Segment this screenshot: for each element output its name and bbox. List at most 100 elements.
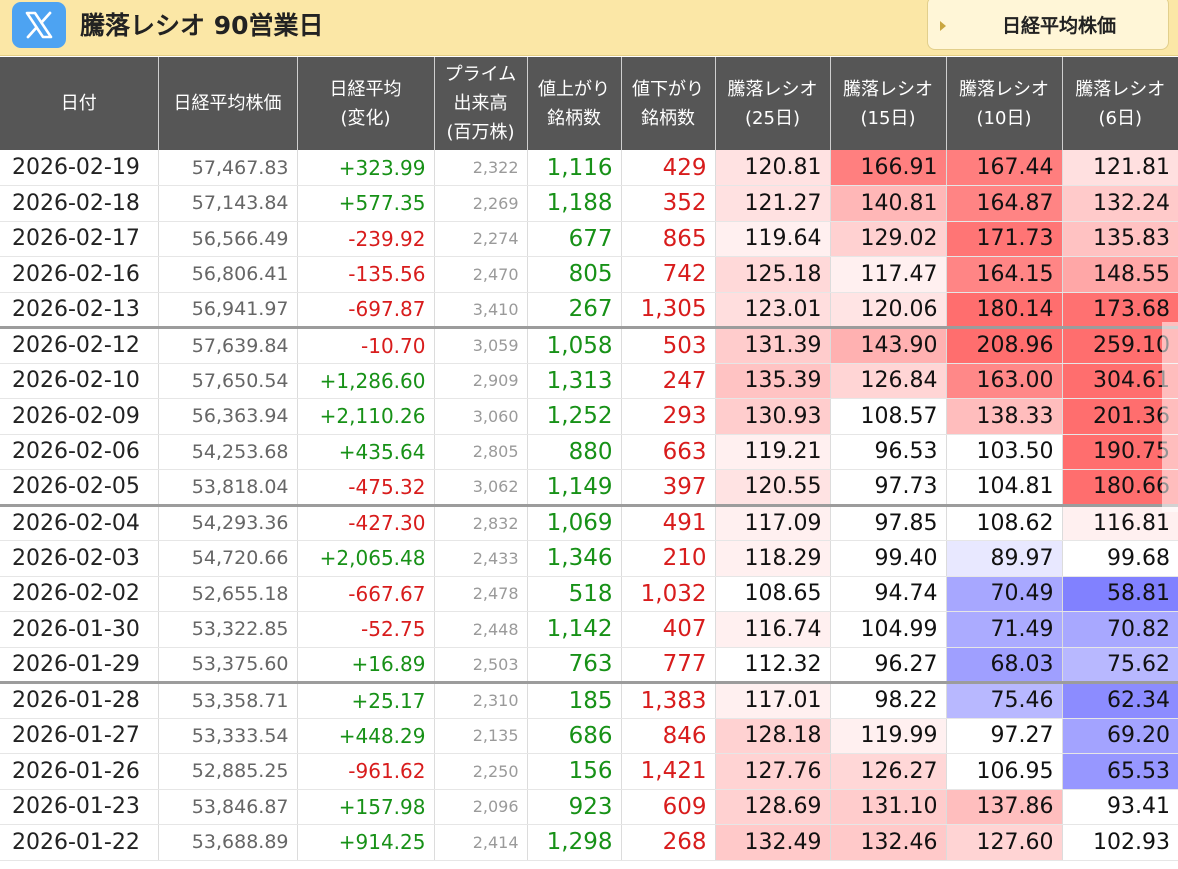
column-header-label: プライム bbox=[444, 64, 517, 85]
column-header-nikkei[interactable]: 日経平均株価 bbox=[158, 57, 298, 150]
declines-cell: 407 bbox=[621, 611, 716, 648]
declines-cell: 777 bbox=[621, 647, 716, 684]
table-row: 2026-02-06 54,253.68 +435.64 2,805 880 663 119… bbox=[0, 434, 1178, 470]
volume-cell: 2,832 bbox=[434, 505, 528, 541]
declines-cell: 491 bbox=[621, 505, 716, 541]
ratio-10-cell: 103.50 bbox=[946, 434, 1063, 470]
column-header-advances[interactable]: 値上がり 銘柄数 bbox=[527, 57, 622, 150]
volume-cell: 2,448 bbox=[434, 611, 528, 648]
x-share-button[interactable] bbox=[12, 2, 66, 48]
volume-cell: 2,322 bbox=[434, 150, 528, 186]
date-cell: 2026-02-16 bbox=[0, 256, 159, 293]
advances-cell: 763 bbox=[527, 647, 622, 684]
ratio-15-cell: 108.57 bbox=[830, 398, 947, 435]
column-header-label: 値下がり bbox=[632, 78, 704, 100]
column-header-date[interactable]: 日付 bbox=[0, 57, 159, 150]
volume-cell: 2,503 bbox=[434, 647, 528, 684]
column-header-ratio-15[interactable]: 騰落レシオ (15日) bbox=[830, 57, 947, 150]
ratio-6-cell: 102.93 bbox=[1062, 824, 1178, 861]
table-header-row: 日付 日経平均株価 日経平均 (変化) プライム 出来高 (百万株) 値上がり … bbox=[0, 57, 1178, 150]
date-cell: 2026-02-03 bbox=[0, 540, 159, 577]
nikkei-average-button[interactable]: 日経平均株価 bbox=[927, 0, 1169, 50]
table-row: 2026-02-09 56,363.94 +2,110.26 3,060 1,252 29… bbox=[0, 398, 1178, 435]
advances-cell: 805 bbox=[527, 256, 622, 293]
ratio-6-cell: 116.81 bbox=[1062, 505, 1178, 541]
ratio-25-cell: 117.01 bbox=[715, 682, 831, 719]
advances-cell: 267 bbox=[527, 292, 622, 329]
x-logo-icon bbox=[25, 11, 53, 39]
ratio-6-cell: 99.68 bbox=[1062, 540, 1178, 577]
declines-cell: 846 bbox=[621, 718, 716, 754]
column-header-ratio-6[interactable]: 騰落レシオ (6日) bbox=[1062, 57, 1178, 150]
volume-cell: 3,062 bbox=[434, 469, 528, 507]
nikkei-cell: 52,885.25 bbox=[158, 753, 298, 790]
change-cell: +2,065.48 bbox=[297, 540, 435, 577]
ratio-10-cell: 164.87 bbox=[946, 185, 1063, 222]
ratio-15-cell: 126.27 bbox=[830, 753, 947, 790]
ratio-15-cell: 96.53 bbox=[830, 434, 947, 470]
volume-cell: 3,410 bbox=[434, 292, 528, 329]
ratio-6-cell: 201.36 bbox=[1062, 398, 1178, 435]
column-header-volume[interactable]: プライム 出来高 (百万株) bbox=[434, 57, 528, 150]
ratio-6-cell: 180.66 bbox=[1062, 469, 1178, 507]
column-header-declines[interactable]: 値下がり 銘柄数 bbox=[621, 57, 716, 150]
volume-cell: 2,478 bbox=[434, 576, 528, 612]
change-cell: +323.99 bbox=[297, 150, 435, 186]
column-header-label: 騰落レシオ bbox=[1075, 78, 1166, 100]
column-header-sublabel: (変化) bbox=[340, 107, 391, 129]
column-header-ratio-10[interactable]: 騰落レシオ (10日) bbox=[946, 57, 1063, 150]
table-row: 2026-02-02 52,655.18 -667.67 2,478 518 1,032 1… bbox=[0, 576, 1178, 612]
advances-cell: 1,058 bbox=[527, 327, 622, 364]
column-header-label: 日経平均 bbox=[329, 78, 402, 100]
date-cell: 2026-02-12 bbox=[0, 327, 159, 364]
date-cell: 2026-01-27 bbox=[0, 718, 159, 754]
date-cell: 2026-01-29 bbox=[0, 647, 159, 684]
ratio-25-cell: 118.29 bbox=[715, 540, 831, 577]
top-bar: 騰落レシオ 90営業日 日経平均株価 bbox=[0, 0, 1178, 56]
ratio-10-cell: 180.14 bbox=[946, 292, 1063, 329]
nikkei-cell: 52,655.18 bbox=[158, 576, 298, 612]
arrow-right-icon bbox=[940, 21, 946, 31]
declines-cell: 352 bbox=[621, 185, 716, 222]
ratio-10-cell: 127.60 bbox=[946, 824, 1063, 861]
column-header-label: 騰落レシオ bbox=[959, 78, 1049, 100]
nikkei-cell: 53,846.87 bbox=[158, 789, 298, 825]
table-row: 2026-02-18 57,143.84 +577.35 2,269 1,188 352 1… bbox=[0, 185, 1178, 222]
nikkei-cell: 56,806.41 bbox=[158, 256, 298, 293]
table-row: 2026-01-30 53,322.85 -52.75 2,448 1,142 407 11… bbox=[0, 611, 1178, 648]
ratio-15-cell: 140.81 bbox=[830, 185, 947, 222]
table-row: 2026-02-13 56,941.97 -697.87 3,410 267 1,305 1… bbox=[0, 292, 1178, 329]
advances-cell: 185 bbox=[527, 682, 622, 719]
column-header-ratio-25[interactable]: 騰落レシオ (25日) bbox=[715, 57, 831, 150]
advances-cell: 518 bbox=[527, 576, 622, 612]
ratio-15-cell: 117.47 bbox=[830, 256, 947, 293]
page-title: 騰落レシオ 90営業日 bbox=[80, 11, 324, 40]
declines-cell: 1,032 bbox=[621, 576, 716, 612]
nikkei-cell: 53,818.04 bbox=[158, 469, 298, 507]
column-header-change[interactable]: 日経平均 (変化) bbox=[297, 57, 435, 150]
scroll-indicator[interactable] bbox=[1162, 322, 1178, 512]
ratio-15-cell: 119.99 bbox=[830, 718, 947, 754]
date-cell: 2026-01-22 bbox=[0, 824, 159, 861]
volume-cell: 3,060 bbox=[434, 398, 528, 435]
date-cell: 2026-02-19 bbox=[0, 150, 159, 186]
ratio-15-cell: 132.46 bbox=[830, 824, 947, 861]
declines-cell: 1,305 bbox=[621, 292, 716, 329]
change-cell: -475.32 bbox=[297, 469, 435, 507]
advances-cell: 677 bbox=[527, 221, 622, 257]
date-cell: 2026-02-13 bbox=[0, 292, 159, 329]
ratio-15-cell: 120.06 bbox=[830, 292, 947, 329]
column-header-sublabel: 銘柄数 bbox=[547, 107, 601, 129]
table-row: 2026-01-27 53,333.54 +448.29 2,135 686 846 128… bbox=[0, 718, 1178, 754]
ratio-25-cell: 121.27 bbox=[715, 185, 831, 222]
volume-cell: 2,414 bbox=[434, 824, 528, 861]
ratio-15-cell: 98.22 bbox=[830, 682, 947, 719]
advances-cell: 1,346 bbox=[527, 540, 622, 577]
nikkei-cell: 53,322.85 bbox=[158, 611, 298, 648]
nikkei-cell: 57,650.54 bbox=[158, 363, 298, 399]
table-row: 2026-01-23 53,846.87 +157.98 2,096 923 609 128… bbox=[0, 789, 1178, 825]
change-cell: +435.64 bbox=[297, 434, 435, 470]
volume-cell: 2,909 bbox=[434, 363, 528, 399]
ratio-25-cell: 131.39 bbox=[715, 327, 831, 364]
advances-cell: 156 bbox=[527, 753, 622, 790]
